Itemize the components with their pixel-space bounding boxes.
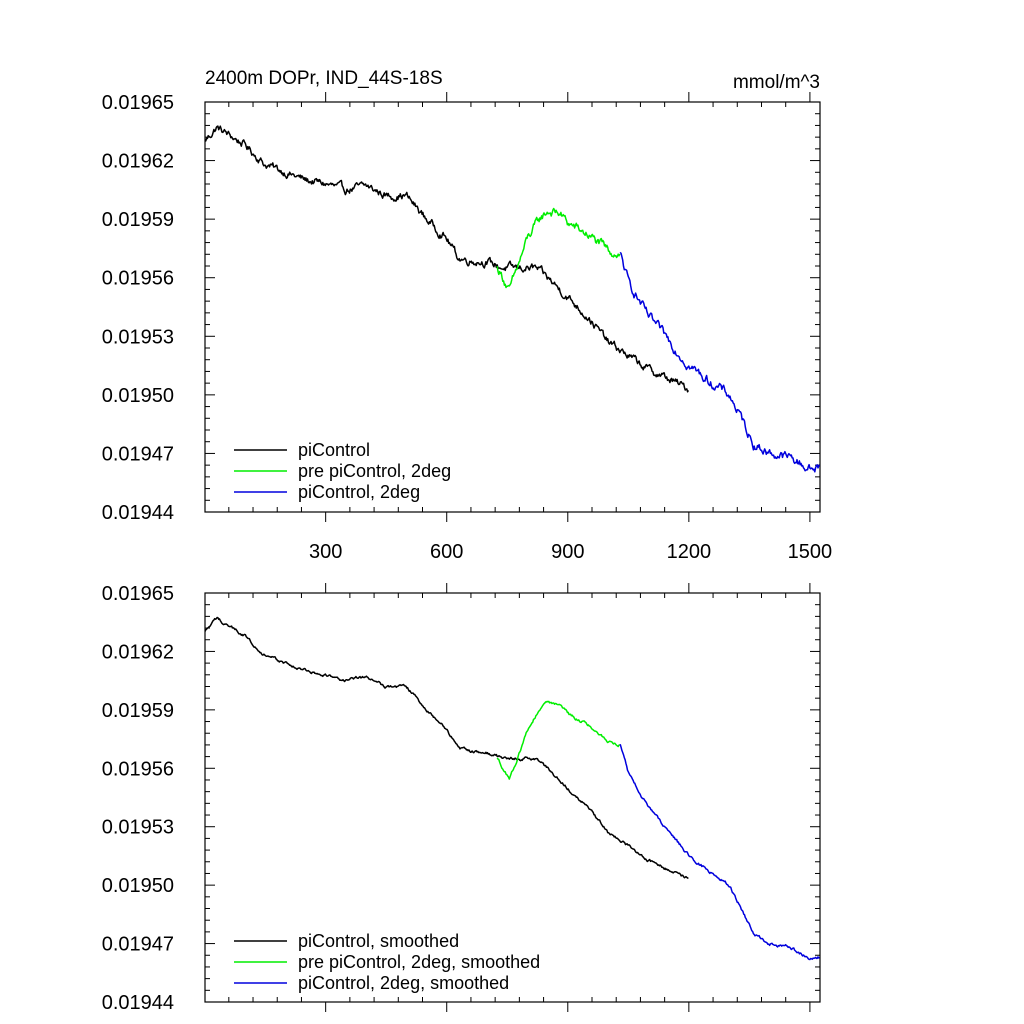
y-tick-label: 0.01950 <box>102 875 174 897</box>
x-tick-label: 1200 <box>667 541 712 563</box>
series-group <box>205 616 820 961</box>
plot-frame <box>204 592 821 1003</box>
y-tick-label: 0.01962 <box>102 151 174 173</box>
legend-label-1: piControl <box>298 440 370 460</box>
y-tick-label: 0.01959 <box>102 700 174 722</box>
bottom-panel: 0.01944 0.01947 0.01950 0.01953 0.01956 0.019… <box>102 583 821 1014</box>
series-group <box>205 125 820 473</box>
y-tick-label: 0.01950 <box>102 385 174 407</box>
y-tick-label: 0.01953 <box>102 817 174 839</box>
series-line-1 <box>205 125 690 393</box>
legend-label-1: piControl, smoothed <box>298 931 459 951</box>
legend-label-3: piControl, 2deg <box>298 482 420 502</box>
y-tick-label: 0.01944 <box>102 992 174 1014</box>
legend-label-3: piControl, 2deg, smoothed <box>298 973 509 993</box>
chart-title: 2400m DOPr, IND_44S-18S <box>205 68 443 89</box>
legend-label-2: pre piControl, 2deg <box>298 461 451 481</box>
x-tick-label: 900 <box>551 541 584 563</box>
y-tick-label: 0.01956 <box>102 268 174 290</box>
units-label: mmol/m^3 <box>733 72 820 93</box>
series-line-2 <box>496 207 621 289</box>
y-tick-label: 0.01959 <box>102 209 174 231</box>
series-line-3 <box>619 251 820 473</box>
series-line-1 <box>205 616 689 879</box>
top-panel: 0.01944 0.01947 0.01950 0.01953 0.01956 0.019… <box>102 68 832 563</box>
y-tick-label: 0.01965 <box>102 92 174 114</box>
x-tick-label: 300 <box>309 541 342 563</box>
y-tick-label: 0.01947 <box>102 934 174 956</box>
y-tick-label: 0.01947 <box>102 443 174 465</box>
y-tick-label: 0.01965 <box>102 583 174 605</box>
plot-frame <box>204 101 821 513</box>
y-tick-label: 0.01944 <box>102 502 174 524</box>
series-line-2 <box>496 700 620 780</box>
y-tick-label: 0.01956 <box>102 758 174 780</box>
legend-label-2: pre piControl, 2deg, smoothed <box>298 952 540 972</box>
x-tick-label: 1500 <box>788 541 833 563</box>
y-tick-label: 0.01953 <box>102 326 174 348</box>
series-line-3 <box>619 743 820 961</box>
y-tick-label: 0.01962 <box>102 641 174 663</box>
x-tick-label: 600 <box>430 541 463 563</box>
